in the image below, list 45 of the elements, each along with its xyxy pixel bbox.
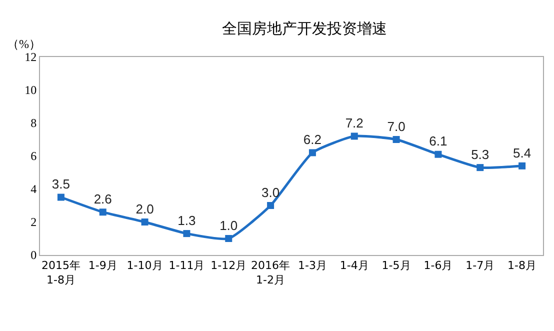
data-label: 5.4 bbox=[513, 145, 532, 160]
data-label: 6.2 bbox=[303, 132, 322, 148]
point bbox=[518, 162, 526, 170]
data-label: 2.0 bbox=[136, 201, 154, 216]
y-tick-label: 4 bbox=[30, 182, 37, 196]
y-axis-title: （%） bbox=[7, 37, 41, 51]
y-tick-label: 0 bbox=[30, 248, 37, 262]
point bbox=[434, 150, 442, 158]
point bbox=[99, 208, 106, 216]
x-tick-label: 2016年 1-2月 bbox=[251, 259, 290, 286]
data-label: 1.0 bbox=[220, 218, 238, 233]
data-label: 6.1 bbox=[429, 134, 448, 149]
x-tick-label: 1-11月 bbox=[168, 259, 205, 272]
point bbox=[141, 218, 148, 226]
x-tick-label: 1-4月 bbox=[340, 259, 369, 272]
chart-title: 全国房地产开发投资增速 bbox=[222, 20, 388, 38]
point bbox=[476, 164, 484, 172]
data-label: 7.0 bbox=[387, 118, 406, 134]
x-tick-label: 1-10月 bbox=[126, 259, 163, 272]
x-tick-label: 1-7月 bbox=[466, 259, 495, 272]
point bbox=[225, 235, 232, 242]
data-label: 7.2 bbox=[345, 116, 364, 131]
y-tick-label: 6 bbox=[30, 149, 37, 164]
x-tick-label: 1-8月 bbox=[508, 259, 537, 272]
point bbox=[308, 149, 316, 156]
point bbox=[350, 132, 358, 140]
x-tick-label: 1-5月 bbox=[382, 259, 411, 272]
data-label: 2.6 bbox=[94, 191, 112, 206]
y-tick-label: 12 bbox=[24, 50, 37, 64]
data-label: 5.3 bbox=[471, 146, 490, 162]
x-tick-label: 2015年 1-8月 bbox=[41, 259, 80, 286]
y-tick-label: 10 bbox=[24, 83, 37, 98]
y-tick-label: 2 bbox=[30, 215, 37, 230]
x-tick-label: 1-6月 bbox=[424, 259, 453, 272]
point bbox=[267, 202, 274, 209]
point bbox=[183, 230, 190, 238]
y-tick-label: 8 bbox=[30, 116, 37, 130]
x-tick-label: 1-12月 bbox=[210, 259, 247, 272]
x-tick-label: 1-9月 bbox=[88, 259, 118, 272]
point bbox=[57, 194, 64, 201]
x-tick-label: 1-3月 bbox=[298, 259, 327, 272]
point bbox=[392, 136, 400, 143]
data-label: 3.5 bbox=[52, 176, 70, 192]
data-label: 1.3 bbox=[178, 212, 196, 228]
data-label: 3.0 bbox=[262, 184, 280, 200]
